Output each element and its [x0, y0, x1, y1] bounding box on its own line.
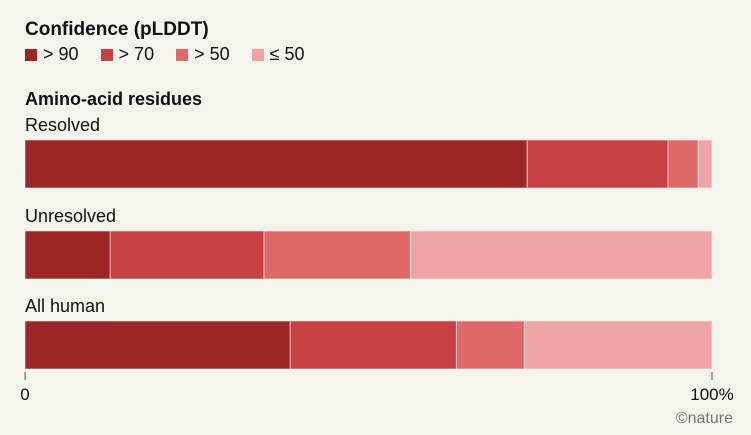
x-tick-label: 0	[20, 385, 29, 404]
bar-segment	[526, 139, 669, 189]
legend-label: > 90	[43, 44, 79, 64]
bar-segment	[667, 139, 699, 189]
category-label: All human	[25, 296, 105, 316]
bar-segment	[697, 139, 713, 189]
category-label: Resolved	[25, 115, 100, 135]
legend-item: > 90	[25, 44, 79, 65]
bar-segment	[263, 230, 411, 280]
legend-swatch	[251, 48, 264, 61]
bar-segment	[289, 320, 457, 370]
bar-segment	[24, 230, 111, 280]
bar-segment	[109, 230, 265, 280]
bar-segment	[24, 139, 528, 189]
category-label: Unresolved	[25, 206, 116, 226]
legend-swatch	[25, 48, 37, 61]
bar-segment	[455, 320, 525, 370]
legend-title: Confidence (pLDDT)	[25, 19, 209, 40]
bar-segment	[409, 230, 713, 280]
legend-item: ≤ 50	[251, 44, 305, 65]
legend-item: > 50	[176, 44, 230, 65]
legend-swatch	[176, 48, 189, 61]
legend: > 90 > 70 > 50 ≤ 50	[25, 44, 305, 65]
x-tick-label: 100%	[690, 385, 733, 404]
legend-swatch	[100, 48, 113, 61]
bar-segment	[523, 320, 713, 370]
legend-label: > 50	[194, 44, 230, 64]
bar-segment	[24, 320, 291, 370]
legend-label: ≤ 50	[269, 44, 305, 64]
nature-credit: ©nature	[675, 410, 733, 427]
chart-subtitle: Amino-acid residues	[25, 89, 203, 109]
legend-item: > 70	[100, 44, 155, 65]
legend-label: > 70	[118, 44, 155, 64]
